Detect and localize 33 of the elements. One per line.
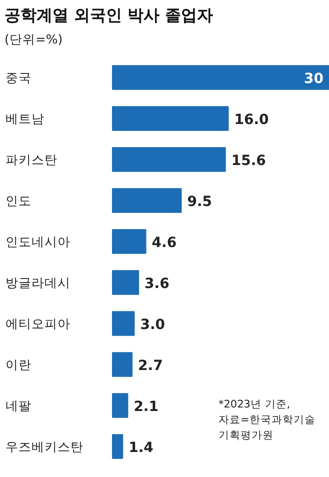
data-label: 15.6 bbox=[231, 153, 266, 169]
chart-subtitle: (단위=%) bbox=[4, 32, 63, 46]
y-tick-label: 인도네시아 bbox=[6, 234, 70, 249]
y-tick-label: 파키스탄 bbox=[6, 152, 58, 167]
bar bbox=[112, 188, 182, 213]
y-tick-label: 중국 bbox=[6, 70, 32, 85]
data-label: 2.7 bbox=[138, 358, 163, 374]
bar bbox=[112, 270, 140, 295]
bar bbox=[112, 393, 128, 418]
bar bbox=[112, 229, 146, 254]
data-label: 3.0 bbox=[140, 317, 166, 333]
chart-title: 공학계열 외국인 박사 졸업자 bbox=[4, 6, 214, 24]
y-tick-label: 인도 bbox=[6, 193, 32, 208]
data-label: 9.5 bbox=[187, 194, 212, 210]
y-tick-label: 에티오피아 bbox=[6, 316, 70, 331]
y-tick-label: 베트남 bbox=[6, 111, 44, 126]
data-label: 3.6 bbox=[144, 276, 170, 292]
bar bbox=[112, 311, 135, 336]
y-tick-label: 우즈베키스탄 bbox=[6, 439, 84, 454]
bar bbox=[112, 434, 124, 459]
data-label: 2.1 bbox=[134, 399, 159, 415]
y-tick-label: 방글라데시 bbox=[6, 275, 70, 290]
annotation: *2023년 기준, 자료=한국과학기술 기획평가원 bbox=[218, 398, 316, 442]
bar bbox=[112, 147, 226, 172]
data-label: 1.4 bbox=[128, 440, 154, 456]
data-label: 4.6 bbox=[152, 235, 177, 251]
bar bbox=[112, 352, 133, 377]
y-tick-label: 네팔 bbox=[6, 398, 32, 413]
bar bbox=[112, 106, 229, 131]
bar bbox=[112, 65, 329, 90]
y-tick-label: 이란 bbox=[6, 357, 32, 372]
data-label: 30 bbox=[304, 71, 324, 87]
data-label: 16.0 bbox=[234, 112, 270, 128]
